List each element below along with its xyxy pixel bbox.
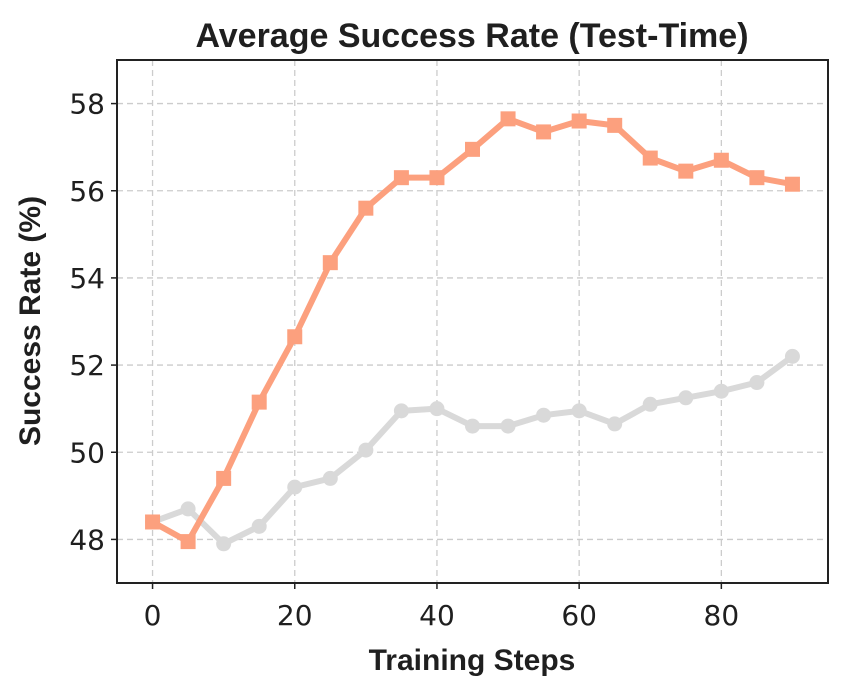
series-0-point — [642, 396, 658, 412]
series-0-point — [678, 390, 694, 406]
series-1-point — [536, 124, 552, 140]
series-1-point — [287, 329, 303, 345]
x-axis-label: Training Steps — [369, 644, 576, 677]
series-0-point — [536, 407, 552, 423]
series-0-point — [251, 518, 267, 534]
series-0-point — [607, 416, 623, 432]
series-1-point — [251, 394, 267, 410]
series-0-point — [713, 383, 729, 399]
series-0-point — [358, 442, 374, 458]
series-0-point — [749, 375, 765, 391]
y-tick-label: 48 — [69, 523, 105, 556]
x-tick-label: 60 — [561, 599, 597, 632]
tick-layer: 0 20 40 60 80 48 50 52 54 56 58 — [69, 88, 739, 632]
series-1-point — [393, 170, 409, 186]
series-1-point — [145, 514, 161, 530]
x-tick-label: 80 — [704, 599, 740, 632]
series-0-point — [287, 479, 303, 495]
series-0-point — [180, 501, 196, 517]
series-1-point — [180, 534, 196, 550]
x-tick-label: 40 — [419, 599, 455, 632]
grid-layer — [117, 60, 828, 583]
series-layer — [145, 111, 800, 552]
series-0-point — [216, 536, 232, 552]
series-0-point — [784, 348, 800, 364]
series-1-line — [149, 115, 796, 545]
series-0-line — [149, 353, 796, 547]
x-tick-label: 0 — [144, 599, 162, 632]
series-1-point — [429, 170, 445, 186]
series-1-point — [500, 111, 516, 127]
series-1-point — [713, 152, 729, 168]
series-1-point — [322, 255, 338, 271]
series-1-point — [784, 176, 800, 192]
series-1-point — [607, 117, 623, 133]
y-tick-label: 56 — [69, 175, 105, 208]
series-0-point — [571, 403, 587, 419]
series-1-point — [678, 163, 694, 179]
chart-title: Average Success Rate (Test-Time) — [195, 17, 748, 55]
series-0-point — [429, 401, 445, 417]
y-tick-label: 58 — [69, 88, 105, 121]
series-0-point — [393, 403, 409, 419]
y-tick-label: 52 — [69, 349, 105, 382]
y-tick-label: 50 — [69, 436, 105, 469]
series-1-point — [749, 170, 765, 186]
plot-frame — [116, 59, 829, 584]
series-0-point — [465, 418, 480, 434]
series-0-point — [322, 470, 338, 486]
x-tick-label: 20 — [277, 599, 313, 632]
series-1-point — [465, 141, 480, 157]
y-tick-label: 54 — [69, 262, 105, 295]
series-1-point — [571, 113, 587, 129]
series-1-point — [358, 200, 374, 216]
series-1-point — [642, 150, 658, 166]
y-axis-label: Success Rate (%) — [14, 196, 47, 446]
series-1-point — [216, 470, 232, 486]
series-0-point — [500, 418, 516, 434]
